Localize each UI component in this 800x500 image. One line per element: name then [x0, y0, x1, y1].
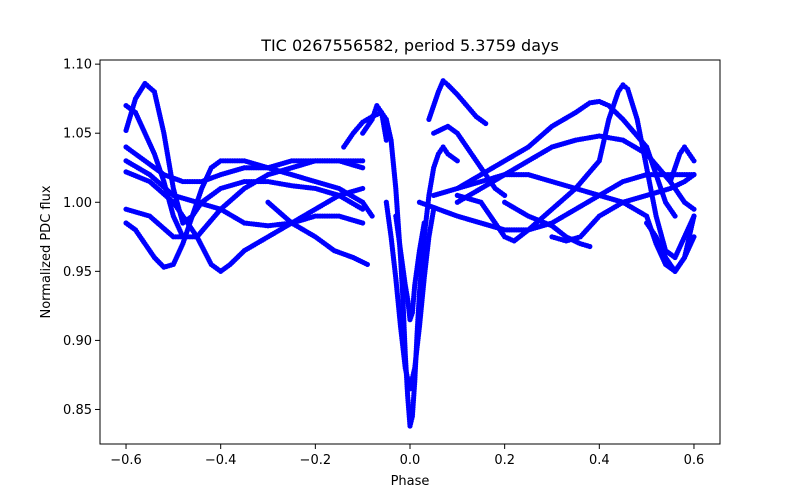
x-tick-label: −0.2 [300, 453, 332, 468]
data-point [672, 213, 678, 219]
data-point [383, 137, 389, 143]
data-points [123, 78, 697, 429]
chart-title: TIC 0267556582, period 5.3759 days [260, 36, 559, 55]
data-point [454, 158, 460, 164]
x-tick-label: −0.4 [205, 453, 237, 468]
x-axis-label: Phase [391, 474, 430, 489]
data-point [180, 234, 186, 240]
data-point [483, 120, 489, 127]
data-point [360, 165, 366, 171]
y-tick-label: 1.10 [63, 58, 92, 73]
y-tick-label: 0.90 [63, 334, 92, 349]
data-point [364, 261, 371, 268]
data-point [691, 234, 697, 240]
x-tick-label: 0.0 [400, 453, 421, 468]
data-point [691, 158, 697, 164]
x-tick-label: 0.6 [684, 453, 705, 468]
y-tick-label: 0.85 [63, 403, 92, 418]
data-point [587, 243, 593, 250]
data-point [691, 172, 697, 178]
x-tick-label: 0.4 [589, 453, 610, 468]
data-point [421, 220, 427, 226]
data-point [360, 158, 366, 164]
data-point [502, 192, 508, 198]
x-tick-label: −0.6 [110, 453, 142, 468]
data-point [360, 185, 366, 192]
x-tick-label: 0.2 [494, 453, 515, 468]
data-point [360, 220, 366, 226]
x-axis: −0.6 −0.4 −0.2 0.0 0.2 0.4 0.6 [110, 444, 704, 468]
y-axis: 0.85 0.90 0.95 1.00 1.05 1.10 [63, 58, 100, 418]
y-tick-label: 0.95 [63, 265, 92, 280]
data-point [360, 206, 366, 212]
y-axis-label: Normalized PDC flux [39, 185, 54, 318]
y-tick-label: 1.00 [63, 196, 92, 211]
data-point [369, 213, 375, 219]
data-point [691, 213, 697, 219]
data-point [691, 206, 697, 212]
y-tick-label: 1.05 [63, 127, 92, 142]
